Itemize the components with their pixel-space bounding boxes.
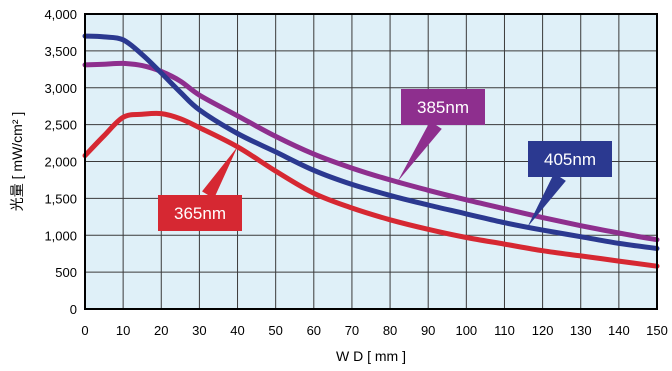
callout-365nm: 365nm bbox=[158, 146, 242, 231]
callout-405nm: 405nm bbox=[527, 141, 612, 228]
x-tick-label: 10 bbox=[116, 323, 130, 338]
callout-385nm: 385nm bbox=[397, 89, 485, 182]
callout-pointer bbox=[202, 146, 238, 199]
callout-label: 385nm bbox=[417, 98, 469, 117]
y-tick-label: 500 bbox=[55, 265, 77, 280]
series-lines bbox=[82, 33, 660, 269]
x-tick-label: 30 bbox=[192, 323, 206, 338]
y-tick-label: 1,000 bbox=[44, 228, 77, 243]
callout-pointer bbox=[527, 173, 566, 228]
callout-box bbox=[401, 89, 485, 125]
callout-box bbox=[528, 141, 612, 177]
y-tick-label: 0 bbox=[70, 302, 77, 317]
x-tick-label: 110 bbox=[494, 323, 515, 338]
x-tick-label: 50 bbox=[268, 323, 282, 338]
y-tick-label: 2,000 bbox=[44, 155, 77, 170]
x-tick-label: 20 bbox=[154, 323, 168, 338]
x-tick-label: 0 bbox=[81, 323, 88, 338]
x-tick-label: 120 bbox=[532, 323, 554, 338]
x-tick-label: 140 bbox=[608, 323, 630, 338]
x-tick-label: 150 bbox=[646, 323, 668, 338]
y-tick-label: 1,500 bbox=[44, 191, 77, 206]
y-tick-label: 2,500 bbox=[44, 118, 77, 133]
x-axis-title: W D [ mm ] bbox=[336, 348, 406, 364]
callout-label: 405nm bbox=[544, 150, 596, 169]
x-tick-label: 70 bbox=[345, 323, 359, 338]
y-tick-label: 4,000 bbox=[44, 7, 77, 22]
x-tick-label: 40 bbox=[230, 323, 244, 338]
series-line-405nm bbox=[82, 33, 660, 251]
x-tick-label: 90 bbox=[421, 323, 435, 338]
callout-pointer bbox=[397, 121, 442, 182]
callout-label: 365nm bbox=[174, 204, 226, 223]
series-callouts: 365nm 385nm 405nm bbox=[158, 89, 612, 231]
x-tick-label: 60 bbox=[307, 323, 321, 338]
x-tick-label: 130 bbox=[570, 323, 592, 338]
x-axis-ticks: 0 10 20 30 40 50 60 70 80 90 100 110 120 130 140 150 bbox=[81, 323, 667, 338]
callout-box bbox=[158, 195, 242, 231]
series-line-385nm bbox=[82, 60, 660, 243]
x-tick-label: 100 bbox=[455, 323, 477, 338]
y-axis-ticks: 0 500 1,000 1,500 2,000 2,500 3,000 3,500 4,000 bbox=[44, 7, 77, 317]
y-tick-label: 3,000 bbox=[44, 81, 77, 96]
plot-frame bbox=[84, 13, 658, 310]
series-line-365nm bbox=[82, 110, 660, 269]
y-tick-label: 3,500 bbox=[44, 44, 77, 59]
y-axis-title: 光量 [ mW/cm² ] bbox=[9, 112, 25, 212]
x-tick-label: 80 bbox=[383, 323, 397, 338]
